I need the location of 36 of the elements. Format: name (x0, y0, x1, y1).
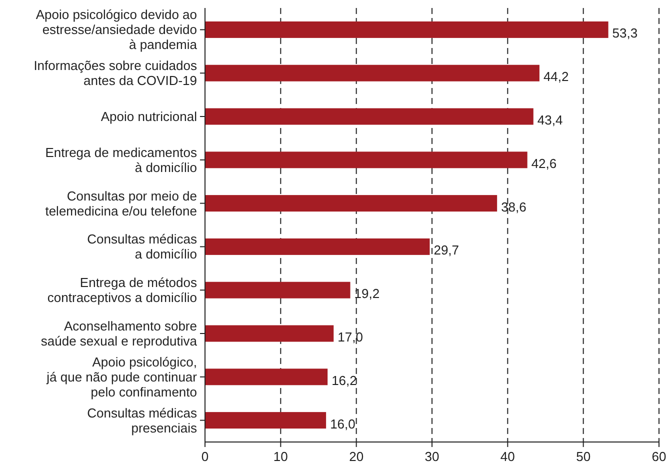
x-tick-label: 0 (201, 449, 209, 464)
y-tick-label: Entrega de métodos contraceptivos a domicílio (47, 275, 198, 306)
bar (205, 152, 528, 168)
x-tick-label: 60 (652, 449, 666, 464)
bar (205, 21, 608, 38)
y-tick-label: Aconselhamento sobre saúde sexual e reprodutiva (40, 318, 198, 348)
data-label: 19,2 (354, 286, 380, 302)
x-tick-label: 20 (349, 449, 364, 464)
data-label: 38,6 (501, 199, 526, 214)
y-tick-label: Entrega de medicamentos à domicílio (45, 144, 198, 175)
y-tick-label: Apoio nutricional (100, 109, 198, 124)
bar (205, 368, 328, 386)
data-label: 17,0 (338, 330, 363, 344)
y-tick-label: Apoio psicológico, já que não pude continuar pelo confinamento (46, 354, 198, 400)
x-tick-label: 10 (273, 449, 288, 464)
x-tick-label: 40 (500, 449, 515, 464)
data-label: 44,2 (543, 69, 569, 84)
y-tick-label: Informações sobre cuidados antes da COVID-19 (34, 58, 198, 88)
bar (205, 64, 540, 82)
y-tick-label: Consultas médicas presenciais (87, 405, 198, 436)
bar (205, 412, 326, 429)
data-label: 43,4 (537, 112, 563, 128)
bar (205, 282, 350, 298)
bar (205, 238, 430, 255)
y-tick-label: Consultas por meio de telemedicina e/ou telefone (45, 188, 197, 218)
y-tick-label: Apoio psicológico devido ao estresse/ansiedade devido à pandemia (36, 7, 198, 52)
bar (205, 108, 534, 125)
bar (205, 325, 334, 342)
data-label: 29,7 (434, 242, 460, 258)
bar (205, 195, 498, 212)
data-label: 53,3 (612, 26, 638, 41)
data-label: 42,6 (531, 156, 557, 171)
y-tick-label: Consultas médicas a domicílio (87, 232, 198, 262)
x-tick-label: 50 (576, 449, 591, 464)
data-label: 16,0 (330, 416, 356, 432)
x-tick-label: 30 (424, 449, 440, 464)
